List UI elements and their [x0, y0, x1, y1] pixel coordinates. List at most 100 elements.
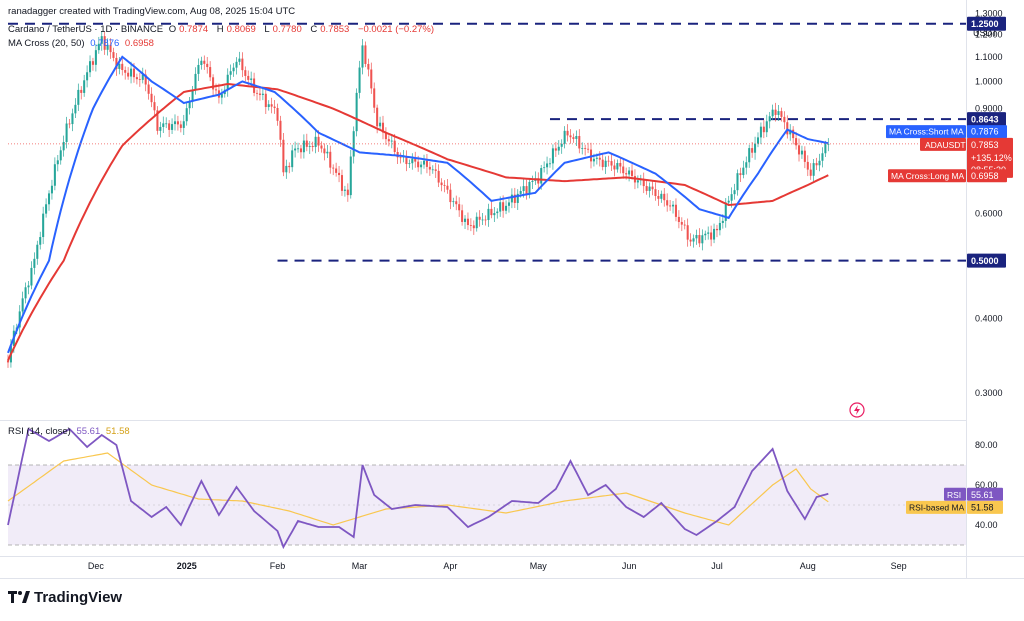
candle-body[interactable]	[575, 136, 578, 139]
candle-body[interactable]	[827, 143, 830, 145]
candle-body[interactable]	[663, 193, 666, 201]
candle-body[interactable]	[754, 143, 757, 153]
candle-body[interactable]	[232, 67, 235, 72]
candle-body[interactable]	[332, 167, 335, 169]
candle-body[interactable]	[379, 122, 382, 127]
candle-body[interactable]	[490, 208, 493, 216]
candle-body[interactable]	[297, 148, 300, 150]
candle-body[interactable]	[121, 63, 124, 71]
candle-body[interactable]	[45, 204, 48, 214]
candle-body[interactable]	[367, 63, 370, 70]
candle-body[interactable]	[147, 84, 150, 94]
candle-body[interactable]	[701, 235, 704, 244]
candle-body[interactable]	[150, 93, 153, 103]
candle-body[interactable]	[812, 163, 815, 176]
candle-body[interactable]	[279, 120, 282, 140]
candle-body[interactable]	[27, 285, 30, 288]
candle-body[interactable]	[165, 123, 168, 125]
candle-body[interactable]	[89, 61, 92, 73]
candle-body[interactable]	[153, 102, 156, 111]
candle-body[interactable]	[636, 180, 639, 183]
candle-body[interactable]	[179, 124, 182, 128]
candle-body[interactable]	[47, 193, 51, 205]
candle-body[interactable]	[338, 172, 341, 176]
candle-body[interactable]	[355, 92, 358, 132]
candle-body[interactable]	[528, 181, 531, 194]
candle-body[interactable]	[171, 124, 174, 130]
candle-body[interactable]	[80, 89, 83, 93]
candle-body[interactable]	[238, 58, 241, 62]
candle-body[interactable]	[721, 220, 724, 223]
candle-body[interactable]	[516, 193, 519, 203]
candle-body[interactable]	[229, 71, 232, 75]
candle-body[interactable]	[323, 148, 326, 154]
candle-body[interactable]	[733, 190, 736, 195]
candle-body[interactable]	[83, 80, 86, 93]
candle-body[interactable]	[346, 189, 349, 196]
candle-body[interactable]	[768, 116, 771, 122]
candle-body[interactable]	[261, 93, 264, 95]
candle-body[interactable]	[484, 219, 487, 221]
candle-body[interactable]	[546, 163, 549, 168]
candle-body[interactable]	[452, 201, 455, 203]
candle-body[interactable]	[103, 36, 106, 50]
candle-body[interactable]	[800, 150, 803, 155]
candle-body[interactable]	[815, 163, 818, 166]
candle-body[interactable]	[361, 45, 364, 68]
candle-body[interactable]	[598, 157, 601, 160]
candle-body[interactable]	[686, 225, 689, 240]
candle-body[interactable]	[493, 213, 496, 216]
candle-body[interactable]	[408, 163, 411, 165]
candle-body[interactable]	[317, 136, 320, 146]
candle-body[interactable]	[59, 150, 62, 161]
candle-body[interactable]	[449, 189, 452, 203]
candle-body[interactable]	[358, 67, 361, 93]
candle-body[interactable]	[50, 185, 53, 194]
candle-body[interactable]	[349, 156, 352, 196]
candle-body[interactable]	[824, 144, 827, 154]
candle-body[interactable]	[455, 201, 458, 205]
candle-body[interactable]	[431, 169, 434, 171]
candle-body[interactable]	[226, 74, 229, 90]
candle-body[interactable]	[566, 130, 569, 136]
candle-body[interactable]	[124, 70, 127, 73]
candle-body[interactable]	[91, 61, 94, 65]
candle-body[interactable]	[739, 173, 742, 176]
candle-body[interactable]	[587, 148, 590, 150]
candle-body[interactable]	[625, 173, 628, 175]
candle-body[interactable]	[381, 122, 385, 133]
candle-body[interactable]	[628, 170, 631, 175]
candle-body[interactable]	[487, 208, 490, 220]
candle-body[interactable]	[589, 149, 593, 162]
candle-body[interactable]	[132, 68, 136, 78]
candle-body[interactable]	[780, 111, 783, 117]
candle-body[interactable]	[469, 225, 472, 226]
candle-body[interactable]	[680, 221, 683, 225]
candle-body[interactable]	[112, 52, 115, 58]
candle-body[interactable]	[212, 77, 215, 90]
candle-body[interactable]	[648, 186, 651, 191]
candle-body[interactable]	[36, 244, 39, 259]
candle-body[interactable]	[727, 200, 730, 203]
candle-body[interactable]	[736, 173, 739, 191]
candle-body[interactable]	[466, 218, 469, 226]
candle-body[interactable]	[235, 61, 238, 68]
candle-body[interactable]	[173, 121, 177, 125]
candle-body[interactable]	[443, 185, 446, 186]
candle-body[interactable]	[525, 186, 528, 194]
candle-body[interactable]	[53, 164, 56, 186]
candle-body[interactable]	[821, 153, 824, 161]
candle-body[interactable]	[267, 104, 270, 108]
candle-body[interactable]	[320, 145, 323, 149]
candle-body[interactable]	[783, 116, 786, 123]
candle-body[interactable]	[645, 186, 648, 191]
candle-body[interactable]	[273, 106, 276, 109]
candle-body[interactable]	[472, 225, 475, 229]
candle-body[interactable]	[742, 167, 745, 176]
candle-body[interactable]	[100, 36, 103, 44]
candle-body[interactable]	[185, 108, 188, 122]
candle-body[interactable]	[613, 165, 616, 170]
candle-body[interactable]	[446, 185, 449, 190]
rsi-ma-line[interactable]	[7, 452, 829, 526]
